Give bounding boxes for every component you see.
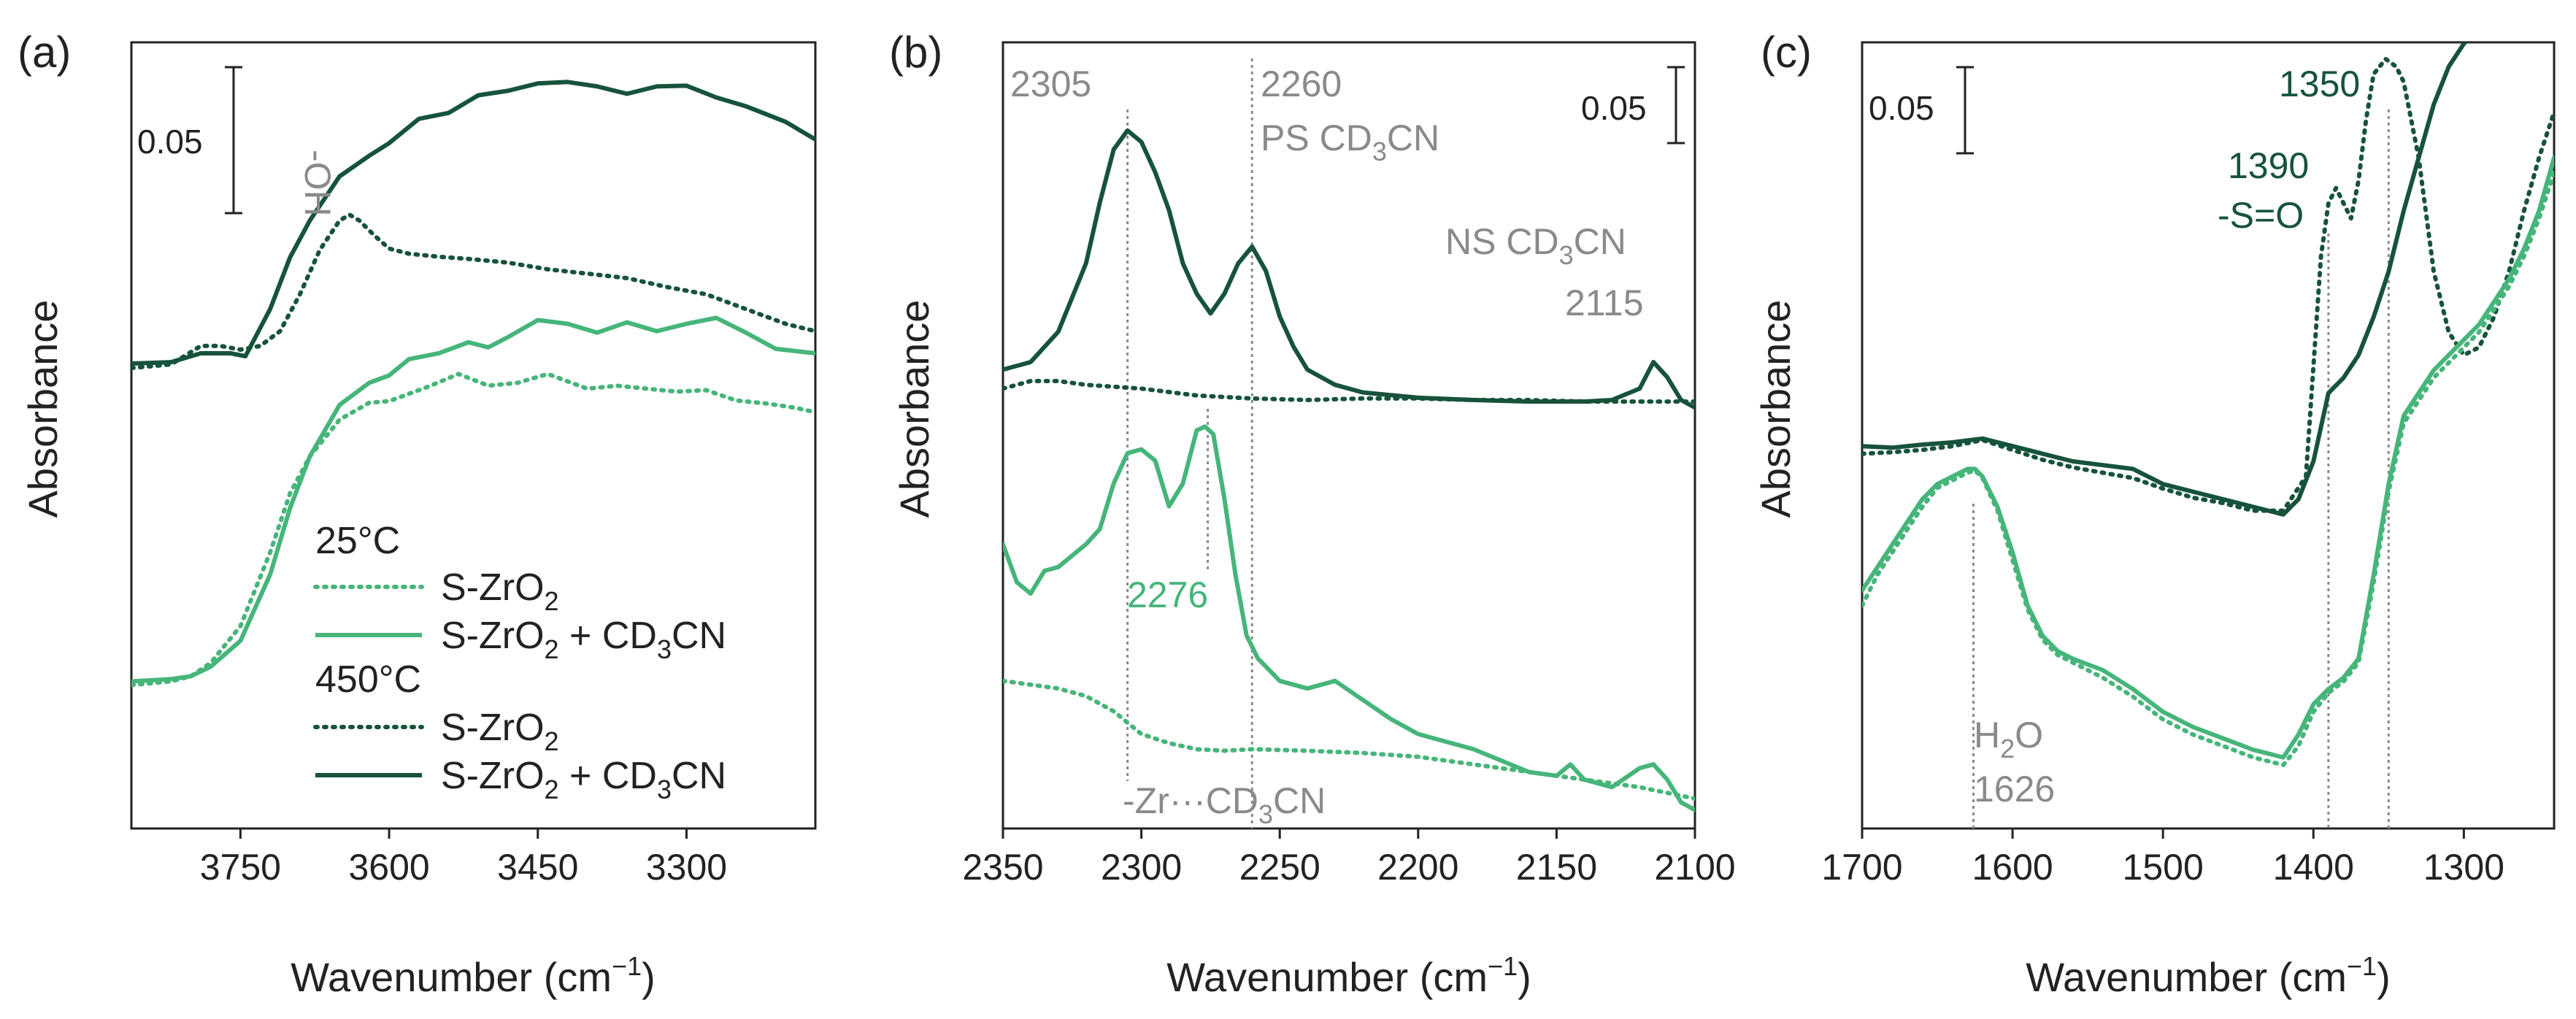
series-line-a-rt_bare <box>131 372 815 688</box>
panel-a-lines <box>131 80 815 688</box>
legend-label-ht-bare: S-ZrO2 <box>441 707 559 756</box>
panel-c-frame <box>1861 41 2556 830</box>
series-line-b-ht_cd3cn <box>1003 128 1695 410</box>
panel-c-y-axis-title: Absorbance <box>1753 300 1799 518</box>
legend-group-450c: 450°C <box>315 658 421 701</box>
annotation-oh: -OH <box>297 150 338 217</box>
legend-label-ht-cd3cn: S-ZrO2 + CD3CN <box>441 755 726 804</box>
annotation-ns-cd3cn: NS CD3CN <box>1445 221 1626 270</box>
series-line-b-ht_bare <box>1003 379 1695 404</box>
annotation-1626: 1626 <box>1974 769 2055 810</box>
panel-b-y-axis-title: Absorbance <box>891 300 937 518</box>
series-line-b-rt_bare <box>1003 678 1695 801</box>
panel-c-reference-lines <box>1972 109 2390 828</box>
x-tick-label-a-3450: 3450 <box>497 847 578 888</box>
series-line-a-ht_cd3cn <box>131 80 815 366</box>
panel-b-scale-bar <box>1667 66 1685 145</box>
panel-c-x-axis-title: Wavenumber (cm−1) <box>2026 951 2391 1000</box>
series-line-c-rt_bare <box>1862 170 2554 767</box>
x-tick-label-b-2100: 2100 <box>1654 847 1735 888</box>
panel-b-letter: (b) <box>889 28 942 77</box>
series-line-c-ht_cd3cn <box>1862 42 2469 517</box>
panel-c-scale-bar <box>1956 66 1974 155</box>
panel-a-letter: (a) <box>18 28 71 77</box>
panel-b-xticks: 2350 2300 2250 2200 2150 2100 <box>962 828 1736 888</box>
legend-label-rt-bare: S-ZrO2 <box>441 566 559 616</box>
annotation-2276: 2276 <box>1127 574 1208 615</box>
panel-c-scale-label: 0.05 <box>1869 89 1934 127</box>
x-tick-label-b-2200: 2200 <box>1377 847 1458 888</box>
series-line-c-rt_cd3cn <box>1862 155 2554 760</box>
x-tick-label-b-2150: 2150 <box>1516 847 1597 888</box>
legend-group-25c: 25°C <box>315 520 400 562</box>
x-tick-label-c-1700: 1700 <box>1821 847 1902 888</box>
panel-a-x-axis-title: Wavenumber (cm−1) <box>291 951 655 1000</box>
legend-label-rt-cd3cn: S-ZrO2 + CD3CN <box>441 615 726 664</box>
series-line-a-ht_bare <box>131 212 815 371</box>
annotation-1390: 1390 <box>2228 145 2309 186</box>
annotation-zr-cd3cn: -Zr···CD3CN <box>1123 780 1326 829</box>
x-tick-label-a-3750: 3750 <box>200 847 281 888</box>
panel-c-letter: (c) <box>1761 28 1812 77</box>
x-tick-label-b-2250: 2250 <box>1239 847 1320 888</box>
series-line-c-ht_bare <box>1862 56 2554 513</box>
panel-c-xticks: 1700 1600 1500 1400 1300 <box>1821 828 2504 888</box>
annotation-2305: 2305 <box>1010 64 1091 104</box>
panel-a-y-axis-title: Absorbance <box>20 300 66 518</box>
series-line-b-rt_cd3cn <box>1003 424 1695 812</box>
annotation-1350: 1350 <box>2279 64 2360 104</box>
panel-b-x-axis-title: Wavenumber (cm−1) <box>1166 951 1531 1000</box>
legend: 25°C S-ZrO2 S-ZrO2 + CD3CN 450°C S-ZrO2 … <box>313 520 726 804</box>
x-tick-label-c-1600: 1600 <box>1972 847 2053 888</box>
annotation-s-o: -S=O <box>2218 195 2304 236</box>
x-tick-label-b-2300: 2300 <box>1101 847 1182 888</box>
x-tick-label-a-3300: 3300 <box>646 847 727 888</box>
series-line-a-rt_cd3cn <box>131 315 815 684</box>
panel-a: (a) 3750 3600 3450 3300 Absorbance Wavenumb… <box>18 28 817 1000</box>
panel-b-frame <box>1001 41 1696 830</box>
x-tick-label-c-1400: 1400 <box>2273 847 2354 888</box>
annotation-ps-cd3cn: PS CD3CN <box>1261 118 1439 166</box>
x-tick-label-c-1500: 1500 <box>2123 847 2204 888</box>
panel-b-reference-lines <box>1126 58 1253 828</box>
annotation-2260: 2260 <box>1261 64 1342 104</box>
panel-a-xticks: 3750 3600 3450 3300 <box>200 828 727 888</box>
panel-a-scale-bar <box>225 66 242 215</box>
annotation-h2o: H2O <box>1974 715 2043 764</box>
x-tick-label-b-2350: 2350 <box>962 847 1043 888</box>
x-tick-label-c-1300: 1300 <box>2423 847 2504 888</box>
panel-a-scale-label: 0.05 <box>137 123 203 161</box>
panel-c-lines <box>1862 42 2554 767</box>
panel-b-lines <box>1003 128 1695 812</box>
panel-c: (c) 1700 1600 1500 1400 1300 Absorbance Wave… <box>1753 28 2556 1000</box>
panel-b-scale-label: 0.05 <box>1581 89 1647 127</box>
panel-a-frame <box>130 41 817 830</box>
annotation-2115: 2115 <box>1565 282 1644 323</box>
panel-b: (b) 2350 2300 2250 2200 2150 2100 Absorbance … <box>889 28 1736 1000</box>
x-tick-label-a-3600: 3600 <box>348 847 429 888</box>
